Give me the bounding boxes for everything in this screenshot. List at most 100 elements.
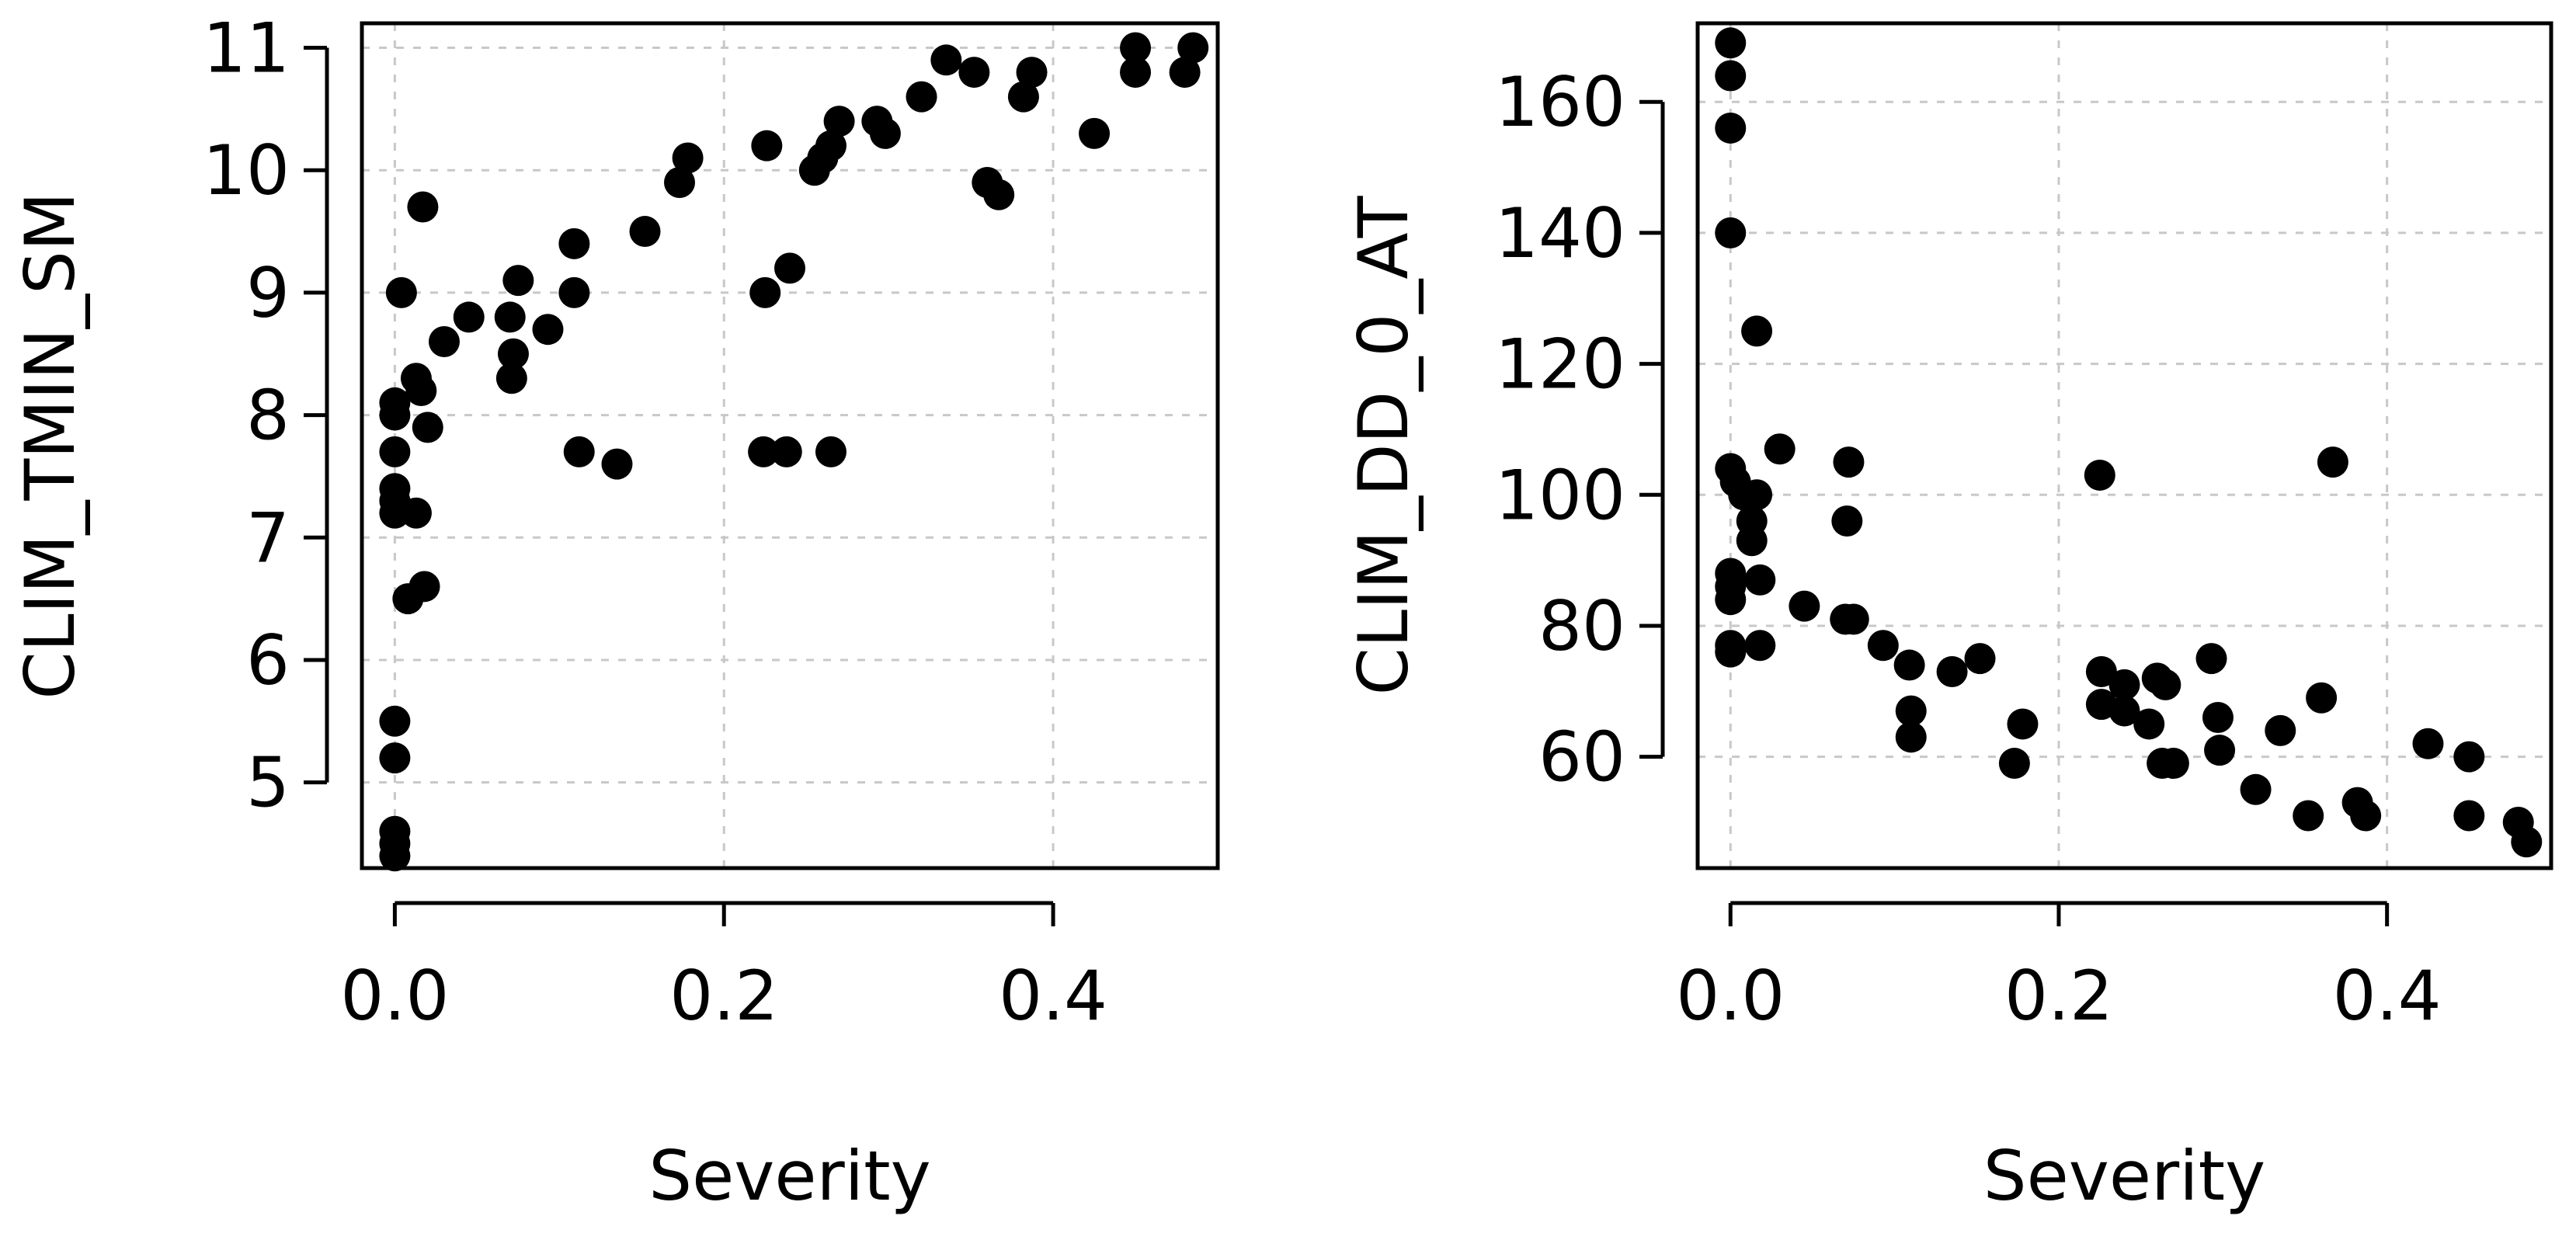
dd-point-43 — [2202, 702, 2234, 734]
tmin-x-tick-label-2: 0.4 — [999, 956, 1107, 1036]
tmin-y-tick-label-4: 9 — [246, 253, 290, 333]
dd-point-46 — [2265, 714, 2296, 746]
tmin-point-8 — [379, 436, 411, 467]
tmin-point-22 — [495, 363, 527, 394]
dd-point-30 — [1998, 748, 2030, 780]
dd-point-7 — [1715, 584, 1747, 616]
tmin-point-34 — [749, 276, 781, 308]
tmin-point-18 — [412, 412, 443, 443]
tmin-point-10 — [379, 387, 411, 419]
dd-point-29 — [1964, 643, 1996, 675]
tmin-y-axis-label: CLIM_TMIN_SM — [10, 192, 90, 700]
tmin-x-tick-label-1: 0.2 — [669, 956, 778, 1036]
tmin-point-19 — [428, 325, 460, 357]
dd-point-26 — [1895, 695, 1927, 727]
dd-point-14 — [1741, 479, 1773, 511]
tmin-x-tick-label-0: 0.0 — [340, 956, 449, 1036]
tmin-point-23 — [497, 338, 529, 370]
dd-point-25 — [1893, 649, 1925, 681]
tmin-scatter-panel: 0.0 0.2 0.4 5 6 7 8 9 10 11 Severity CLIM_TMIN_S… — [10, 9, 1220, 1216]
dd-point-52 — [2412, 728, 2444, 759]
tmin-y-tick-label-3: 8 — [246, 376, 290, 456]
tmin-point-17 — [408, 571, 440, 603]
tmin-point-40 — [815, 130, 846, 162]
tmin-point-21 — [494, 301, 526, 333]
dd-point-24 — [1867, 630, 1899, 662]
dd-y-tick-label-3: 120 — [1495, 325, 1625, 405]
tmin-point-26 — [558, 276, 590, 308]
tmin-point-35 — [751, 130, 783, 162]
dd-point-56 — [2511, 826, 2543, 858]
tmin-point-33 — [748, 436, 780, 467]
dd-point-0 — [1715, 27, 1747, 59]
dd-point-17 — [1744, 630, 1776, 662]
tmin-point-56 — [1177, 32, 1209, 64]
dd-x-tick-label-0: 0.0 — [1676, 956, 1785, 1036]
tmin-y-tick-label-1: 6 — [246, 620, 290, 700]
tmin-point-32 — [672, 142, 704, 174]
dd-point-22 — [1833, 446, 1865, 478]
dd-x-tick-label-2: 0.4 — [2333, 956, 2442, 1036]
tmin-y-tick-label-2: 7 — [246, 498, 290, 578]
tmin-point-28 — [563, 436, 595, 467]
tmin-point-24 — [502, 265, 534, 297]
dd-point-47 — [2293, 800, 2324, 832]
tmin-point-54 — [1120, 32, 1152, 64]
dd-point-51 — [2350, 800, 2382, 832]
dd-y-axis-label: CLIM_DD_0_AT — [1344, 195, 1424, 695]
dd-y-tick-label-1: 80 — [1538, 586, 1625, 666]
tmin-point-47 — [958, 57, 990, 89]
tmin-y-tick-label-0: 5 — [246, 743, 290, 823]
dd-y-tick-label-0: 60 — [1538, 717, 1625, 797]
dd-point-45 — [2240, 773, 2272, 805]
dd-point-36 — [2108, 695, 2140, 727]
tmin-point-46 — [930, 44, 962, 76]
dd-point-33 — [2085, 655, 2117, 687]
dd-point-41 — [2157, 748, 2189, 780]
tmin-point-20 — [453, 301, 485, 333]
dd-point-49 — [2317, 446, 2348, 478]
tmin-point-11 — [385, 276, 417, 308]
tmin-point-4 — [379, 705, 411, 737]
dd-point-54 — [2453, 800, 2485, 832]
dd-plot-frame — [1695, 21, 2553, 870]
dd-point-3 — [1715, 217, 1747, 248]
dd-y-tick-label-2: 100 — [1495, 455, 1625, 535]
tmin-point-55 — [1169, 57, 1201, 89]
tmin-point-31 — [664, 166, 696, 198]
tmin-point-45 — [906, 81, 937, 113]
tmin-point-15 — [405, 375, 437, 407]
dd-point-21 — [1831, 505, 1863, 537]
dd-point-48 — [2306, 682, 2338, 714]
tmin-point-42 — [823, 106, 855, 137]
dd-point-44 — [2204, 735, 2236, 766]
dd-point-13 — [1736, 525, 1768, 557]
tmin-point-29 — [601, 448, 633, 480]
tmin-point-37 — [774, 252, 805, 284]
dd-point-32 — [2084, 459, 2115, 491]
dd-x-tick-label-1: 0.2 — [2004, 956, 2113, 1036]
tmin-point-51 — [1016, 57, 1048, 89]
tmin-point-36 — [770, 436, 802, 467]
tmin-point-52 — [1079, 117, 1111, 149]
tmin-x-axis-label: Severity — [648, 1136, 930, 1216]
dd-y-tick-label-4: 140 — [1495, 193, 1625, 273]
tmin-point-16 — [407, 191, 439, 223]
tmin-point-2 — [379, 815, 411, 847]
tmin-point-53 — [1120, 57, 1152, 89]
tmin-point-50 — [1007, 81, 1039, 113]
dd-point-16 — [1744, 564, 1776, 596]
dd-point-40 — [2150, 669, 2181, 700]
dd-point-35 — [2108, 669, 2140, 700]
dd-y-tick-label-5: 160 — [1495, 62, 1625, 142]
tmin-point-44 — [869, 117, 901, 149]
dd-x-axis-label: Severity — [1983, 1136, 2265, 1216]
tmin-point-14 — [400, 497, 432, 529]
dd-point-18 — [1764, 433, 1796, 465]
dd-point-9 — [1715, 636, 1747, 668]
tmin-point-49 — [983, 179, 1015, 210]
tmin-y-tick-label-5: 10 — [203, 130, 290, 210]
dd-point-31 — [2007, 708, 2039, 740]
dd-point-23 — [1837, 603, 1869, 635]
